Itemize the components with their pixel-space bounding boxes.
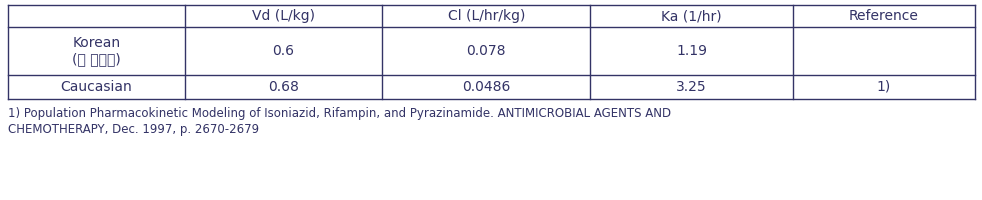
Text: 1): 1) xyxy=(877,80,891,94)
Text: CHEMOTHERAPY, Dec. 1997, p. 2670-2679: CHEMOTHERAPY, Dec. 1997, p. 2670-2679 xyxy=(8,123,259,136)
Text: 1) Population Pharmacokinetic Modeling of Isoniazid, Rifampin, and Pyrazinamide.: 1) Population Pharmacokinetic Modeling o… xyxy=(8,107,671,120)
Text: Vd (L/kg): Vd (L/kg) xyxy=(252,9,315,23)
Text: Ka (1/hr): Ka (1/hr) xyxy=(661,9,722,23)
Text: Cl (L/hr/kg): Cl (L/hr/kg) xyxy=(448,9,525,23)
Text: Korean
(본 시험군): Korean (본 시험군) xyxy=(72,36,121,66)
Text: 0.0486: 0.0486 xyxy=(463,80,511,94)
Text: Caucasian: Caucasian xyxy=(61,80,133,94)
Text: 1.19: 1.19 xyxy=(677,44,707,58)
Text: 0.078: 0.078 xyxy=(466,44,506,58)
Text: Reference: Reference xyxy=(849,9,919,23)
Text: 3.25: 3.25 xyxy=(677,80,707,94)
Text: 0.68: 0.68 xyxy=(268,80,299,94)
Text: 0.6: 0.6 xyxy=(273,44,295,58)
